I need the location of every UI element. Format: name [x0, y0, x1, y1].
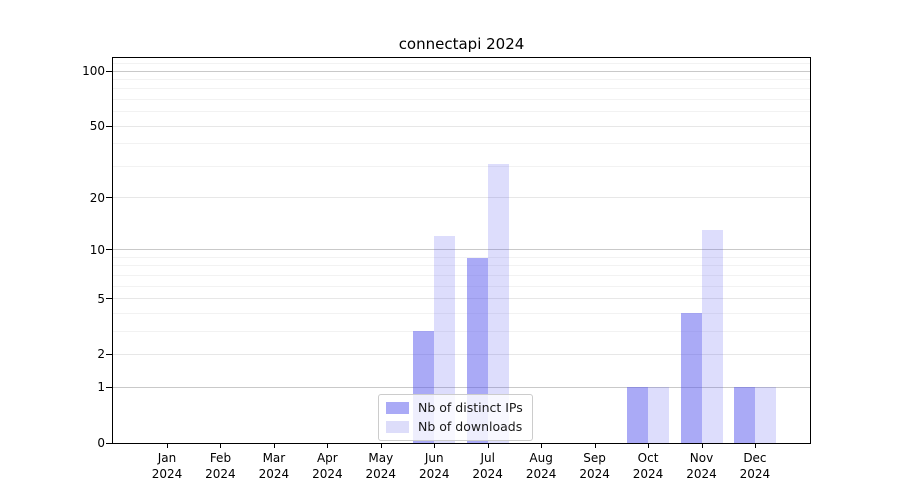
x-tick-label-may: May 2024: [365, 451, 397, 481]
gridline-110: [113, 63, 810, 65]
legend-swatch-distinct-ips: [386, 401, 409, 414]
x-tick-label-feb: Feb 2024: [205, 451, 236, 481]
y-tick-mark-1: [106, 386, 113, 388]
gridline-9: [113, 257, 810, 258]
x-tick-mark-nov: [701, 443, 703, 448]
gridline-100: [113, 70, 810, 72]
bar-downloads-jun: [434, 236, 456, 443]
gridline-20: [113, 197, 810, 199]
gridline-1: [113, 386, 810, 388]
legend-swatch-downloads: [386, 420, 409, 433]
y-tick-label-2: 2: [97, 347, 105, 362]
y-tick-label-50: 50: [89, 119, 105, 134]
y-tick-label-100: 100: [82, 64, 105, 79]
x-tick-mark-oct: [648, 443, 650, 448]
gridline-2: [113, 353, 810, 355]
bar-downloads-jul: [487, 163, 509, 443]
x-tick-label-apr: Apr 2024: [312, 451, 343, 481]
y-tick-mark-10: [106, 249, 113, 251]
y-tick-label-5: 5: [97, 291, 105, 306]
x-tick-mark-sep: [594, 443, 596, 448]
x-tick-label-jan: Jan 2024: [151, 451, 183, 481]
x-tick-label-nov: Nov 2024: [686, 451, 717, 481]
y-tick-label-20: 20: [89, 190, 105, 205]
legend-label-distinct-ips: Nb of distinct IPs: [418, 400, 523, 415]
x-tick-label-mar: Mar 2024: [258, 451, 290, 481]
legend-label-downloads: Nb of downloads: [418, 419, 523, 434]
bar-downloads-oct: [648, 387, 670, 443]
plot-area: Nb of distinct IPs Nb of downloads: [112, 57, 811, 444]
gridline-80: [113, 88, 810, 90]
gridline-10: [113, 249, 810, 251]
x-tick-mark-aug: [541, 443, 543, 448]
legend-item-downloads: Nb of downloads: [386, 419, 523, 434]
y-tick-mark-20: [106, 197, 113, 199]
gridline-7: [113, 274, 810, 276]
x-tick-mark-may: [380, 443, 382, 448]
x-tick-label-jul: Jul 2024: [472, 451, 503, 481]
bar-downloads-dec: [754, 387, 776, 443]
gridline-60: [113, 111, 810, 113]
x-tick-mark-mar: [273, 443, 275, 448]
legend: Nb of distinct IPs Nb of downloads: [378, 394, 533, 441]
bar-distinct-ips-oct: [627, 387, 649, 443]
y-tick-label-0: 0: [97, 436, 105, 450]
x-tick-mark-jun: [434, 443, 436, 448]
x-tick-mark-dec: [754, 443, 756, 448]
gridline-8: [113, 265, 810, 267]
y-tick-label-1: 1: [97, 380, 105, 395]
bar-distinct-ips-nov: [680, 313, 702, 443]
x-tick-label-jun: Jun 2024: [418, 451, 450, 481]
y-tick-mark-0: [106, 442, 113, 444]
x-tick-mark-jul: [487, 443, 489, 448]
bar-downloads-nov: [701, 230, 723, 443]
gridline-5: [113, 298, 810, 300]
gridline-3: [113, 330, 810, 332]
gridline-90: [113, 79, 810, 81]
x-tick-mark-feb: [220, 443, 222, 448]
x-tick-label-oct: Oct 2024: [632, 451, 664, 481]
bar-distinct-ips-dec: [733, 387, 755, 443]
y-tick-label-10: 10: [89, 242, 105, 257]
y-tick-mark-5: [106, 298, 113, 300]
y-tick-mark-2: [106, 353, 113, 355]
chart-title: connectapi 2024: [398, 35, 525, 53]
x-tick-mark-jan: [167, 443, 168, 448]
x-tick-label-sep: Sep 2024: [579, 451, 610, 481]
y-tick-mark-50: [106, 125, 113, 127]
gridline-50: [113, 125, 810, 127]
x-tick-mark-apr: [327, 443, 329, 448]
gridline-6: [113, 285, 810, 287]
x-tick-label-dec: Dec 2024: [739, 451, 771, 481]
gridline-4: [113, 312, 810, 314]
gridline-70: [113, 99, 810, 101]
legend-item-distinct-ips: Nb of distinct IPs: [386, 400, 523, 415]
y-tick-mark-100: [106, 70, 113, 72]
gridline-30: [113, 165, 810, 167]
x-tick-label-aug: Aug 2024: [525, 451, 557, 481]
gridline-40: [113, 143, 810, 145]
